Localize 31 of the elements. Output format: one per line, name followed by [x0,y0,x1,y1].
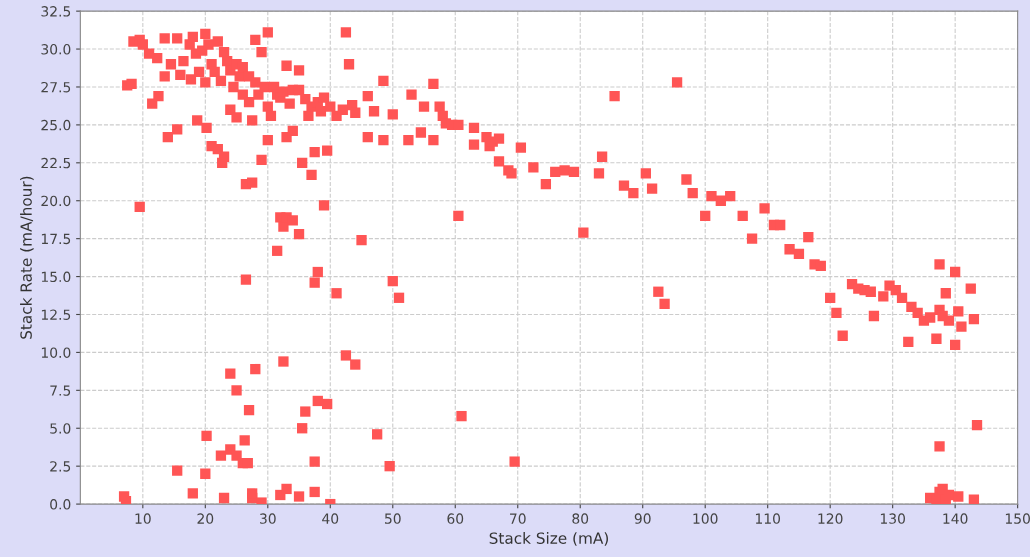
y-tick-label: 27.5 [41,81,71,93]
x-tick-label: 80 [572,513,589,524]
y-tick-label: 5.0 [50,423,71,434]
x-tick-label: 20 [197,513,214,524]
y-tick-label: 17.5 [41,233,71,245]
y-tick-label: 2.5 [50,461,71,472]
x-tick-label: 40 [322,513,339,524]
y-tick-label: 32.5 [41,6,71,17]
x-tick-label: 70 [510,513,526,524]
y-tick-label: 10.0 [41,347,71,358]
y-tick-label: 25.0 [41,119,71,131]
y-tick-label: 15.0 [41,271,71,283]
y-tick-label: 0.0 [50,499,71,510]
y-tick-label: 22.5 [41,157,71,169]
x-tick-label: 150 [1005,513,1030,524]
y-tick-label: 20.0 [41,195,71,207]
x-tick-label: 90 [634,513,651,524]
y-axis-title: Stack Rate (mA/hour) [20,176,34,339]
x-axis-title: Stack Size (mA) [489,532,608,546]
x-tick-label: 140 [943,513,968,524]
x-tick-label: 60 [447,513,464,524]
x-tick-label: 120 [818,513,843,524]
y-tick-label: 7.5 [50,385,71,396]
y-tick-label: 30.0 [41,44,71,55]
x-tick-label: 130 [880,513,905,524]
x-tick-label: 50 [385,513,401,524]
x-tick-label: 100 [693,513,718,524]
y-tick-label: 12.5 [41,309,71,320]
x-tick-label: 10 [135,513,151,524]
x-tick-label: 30 [260,513,276,524]
x-tick-label: 110 [755,513,781,524]
